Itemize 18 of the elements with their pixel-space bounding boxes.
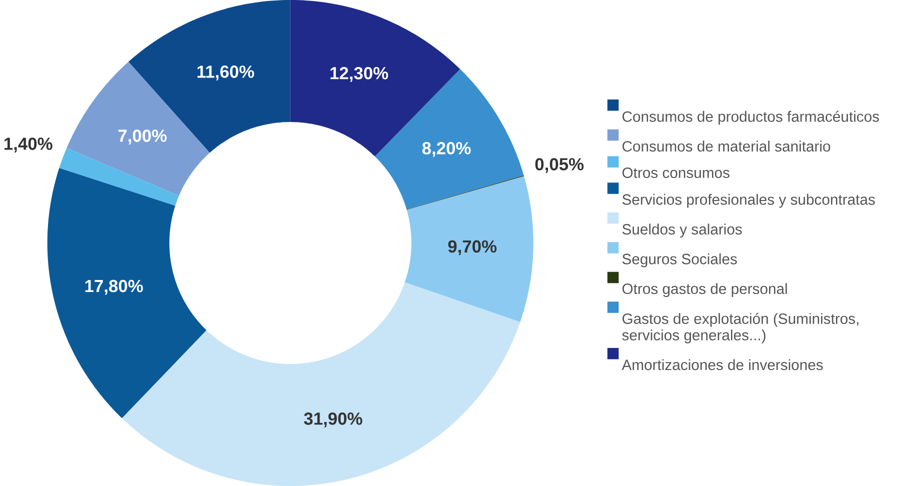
legend-label: Amortizaciones de inversiones: [622, 359, 823, 370]
legend-label: Gastos de explotación (Suministros, servicios generales...): [622, 312, 858, 344]
data-label: 7,00%: [118, 130, 167, 144]
legend-label: Servicios profesionales y subcontratas: [622, 194, 875, 208]
data-label: 0,05%: [535, 158, 584, 173]
legend-label: Consumos de material sanitario: [622, 140, 830, 152]
data-label: 9,70%: [448, 240, 497, 256]
data-label: 31,90%: [304, 412, 362, 428]
legend-label: Seguros Sociales: [622, 253, 737, 268]
data-label: 17,80%: [85, 280, 143, 295]
legend-label: Otros gastos de personal: [622, 283, 787, 298]
legend-label: Consumos de productos farmacéuticos: [622, 110, 879, 125]
legend-label: Otros consumos: [622, 167, 730, 178]
data-label: 1,40%: [4, 138, 52, 152]
legend-label: Sueldos y salarios: [622, 224, 742, 238]
data-label: 12,30%: [330, 67, 388, 82]
data-label: 11,60%: [197, 66, 254, 80]
data-label: 8,20%: [422, 142, 471, 157]
